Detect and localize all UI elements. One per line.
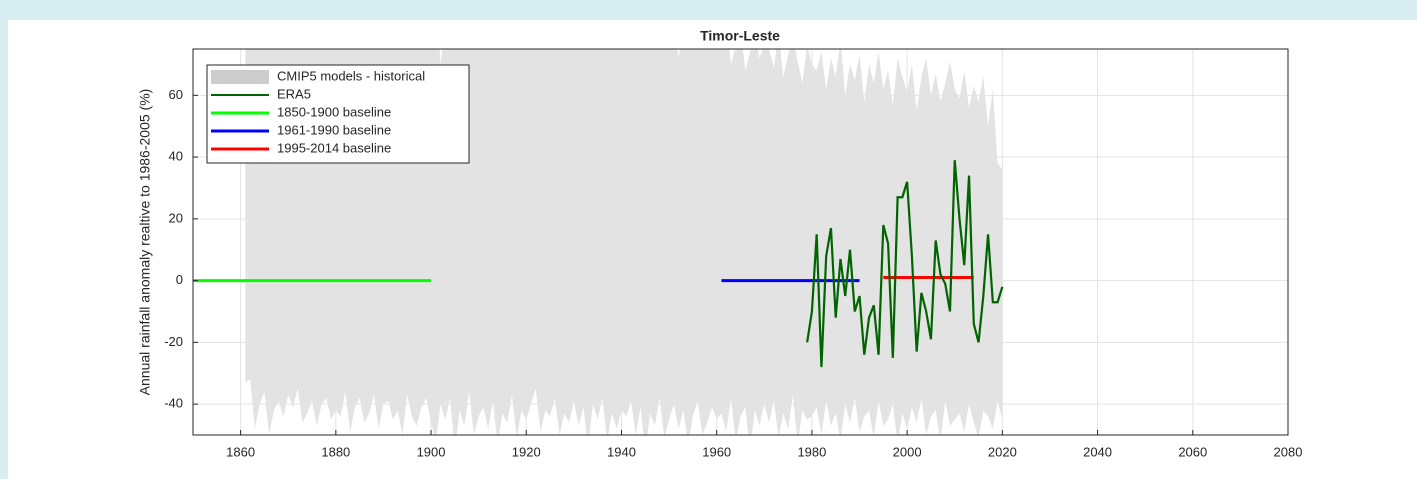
x-tick-label: 1920	[512, 444, 541, 459]
legend-label: ERA5	[277, 86, 311, 101]
y-tick-label: 20	[169, 210, 183, 225]
x-tick-label: 2000	[893, 444, 922, 459]
legend-swatch	[211, 70, 269, 84]
x-tick-label: 2060	[1178, 444, 1207, 459]
x-tick-label: 2040	[1083, 444, 1112, 459]
x-tick-label: 1880	[321, 444, 350, 459]
x-tick-label: 1940	[607, 444, 636, 459]
x-tick-label: 2020	[988, 444, 1017, 459]
y-tick-label: 0	[176, 272, 183, 287]
y-tick-label: 60	[169, 87, 183, 102]
legend: CMIP5 models - historical ERA5 1850-1900 b…	[206, 64, 470, 164]
legend-label: CMIP5 models - historical	[277, 68, 425, 83]
y-tick-label: -40	[164, 396, 183, 411]
y-tick-label: 40	[169, 149, 183, 164]
x-tick-label: 1960	[702, 444, 731, 459]
x-tick-label: 2080	[1274, 444, 1303, 459]
legend-label: 1995-2014 baseline	[277, 140, 391, 155]
axes: 1860 1880 1900 1920 1940 1960 1980 2000 2020 2040…	[164, 48, 1303, 459]
series-line	[806, 160, 1004, 368]
chart-title: Timor-Leste	[700, 28, 780, 44]
axes-box	[192, 48, 1289, 436]
x-tick-label: 1860	[226, 444, 255, 459]
legend-label: 1961-1990 baseline	[277, 122, 391, 137]
y-axis-label: Annual rainfall anomaly realtive to 1986…	[137, 89, 153, 396]
x-tick-label: 1900	[417, 444, 446, 459]
legend-label: 1850-1900 baseline	[277, 104, 391, 119]
x-tick-label: 1980	[797, 444, 826, 459]
y-tick-label: -20	[164, 334, 183, 349]
